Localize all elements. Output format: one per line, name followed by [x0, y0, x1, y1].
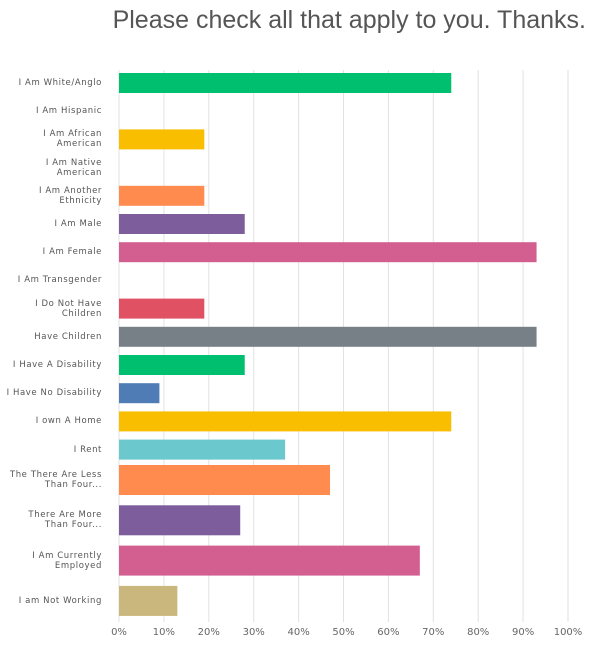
- bar: [119, 545, 420, 576]
- x-tick-label: 90%: [512, 627, 534, 638]
- y-tick-label: There Are More Than Four...: [28, 510, 102, 531]
- bar: [119, 73, 452, 93]
- bar: [119, 298, 205, 319]
- bar: [119, 355, 245, 375]
- bar: [119, 383, 160, 404]
- y-tick-label: The There Are Less Than Four...: [9, 470, 102, 490]
- y-tick-label: I Am White/Anglo: [18, 78, 102, 88]
- y-tick-label: I Am Hispanic: [35, 106, 102, 117]
- bar: [119, 505, 241, 536]
- y-tick-label: I Am Native American: [45, 157, 102, 178]
- bar: [119, 129, 205, 150]
- y-tick-label: I Am Female: [42, 247, 102, 258]
- y-tick-label: I Rent: [73, 444, 102, 455]
- x-tick-label: 60%: [377, 627, 399, 638]
- x-tick-label: 70%: [422, 627, 444, 638]
- y-tick-label: I own A Home: [35, 416, 102, 427]
- bar: [119, 585, 178, 616]
- bar: [119, 411, 452, 432]
- bar: [119, 242, 537, 263]
- x-tick-label: 10%: [153, 627, 175, 638]
- x-tick-label: 20%: [198, 627, 220, 638]
- y-tick-label: I Am Male: [54, 219, 102, 229]
- x-tick-label: 0%: [111, 627, 127, 638]
- bar: [119, 465, 331, 495]
- y-tick-label: I Have No Disability: [6, 388, 102, 399]
- x-tick-label: 40%: [287, 627, 309, 638]
- y-tick-label: Have Children: [34, 331, 102, 342]
- y-tick-label: I am Not Working: [18, 595, 102, 606]
- y-tick-label: I Do Not Have Children: [35, 298, 102, 319]
- bar: [119, 326, 537, 347]
- x-tick-label: 30%: [243, 627, 265, 638]
- x-tick-label: 80%: [467, 627, 489, 638]
- y-tick-label: I Am Another Ethnicity: [38, 185, 102, 206]
- chart-title: Please check all that apply to you. Than…: [112, 6, 586, 34]
- x-tick-label: 100%: [554, 627, 583, 638]
- bar: [119, 214, 245, 234]
- y-tick-label: I Am Currently Employed: [32, 550, 102, 571]
- x-tick-label: 50%: [332, 627, 354, 638]
- y-tick-label: I Have A Disability: [12, 360, 102, 370]
- y-tick-label: I Am African American: [43, 129, 102, 150]
- bar: [119, 439, 286, 460]
- y-tick-label: I Am Transgender: [17, 275, 102, 286]
- bar: [119, 185, 205, 206]
